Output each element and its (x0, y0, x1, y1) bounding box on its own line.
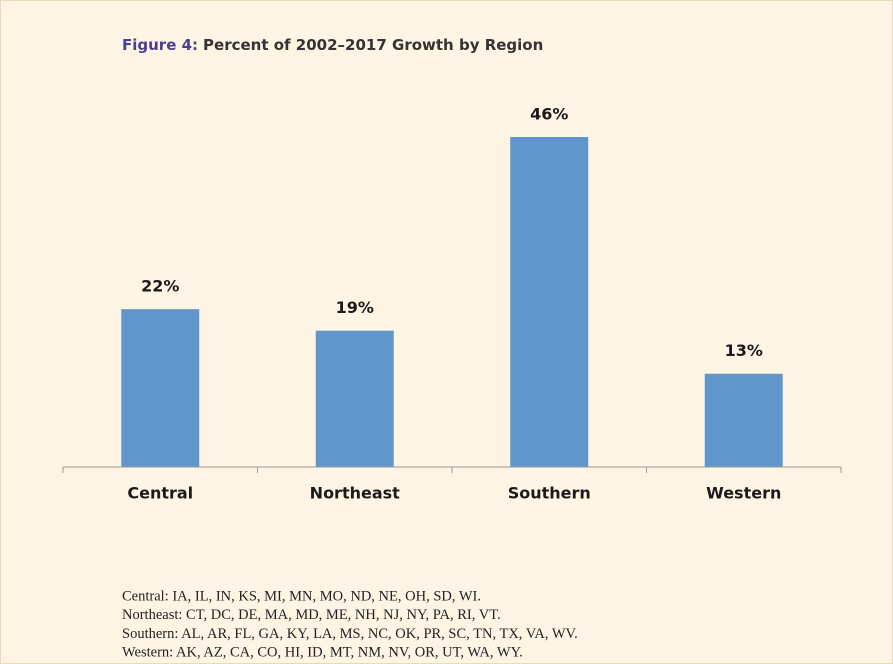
note: Western: AK, AZ, CA, CO, HI, ID, MT, NM,… (122, 645, 523, 661)
bar (315, 330, 394, 467)
note: Northeast: CT, DC, DE, MA, MD, ME, NH, N… (122, 607, 501, 623)
value-label: 13% (725, 341, 763, 360)
title-text: Percent of 2002–2017 Growth by Region (203, 36, 543, 54)
x-tick-label: Western (706, 484, 781, 503)
value-label: 19% (336, 298, 374, 317)
x-tick-label: Southern (508, 484, 591, 503)
bar (510, 137, 589, 467)
figure-label: Figure 4: (122, 36, 198, 54)
x-tick-label: Central (127, 484, 193, 503)
value-label: 22% (141, 277, 179, 296)
note: Southern: AL, AR, FL, GA, KY, LA, MS, NC… (122, 626, 578, 642)
x-tick-label: Northeast (310, 484, 400, 503)
note: Central: IA, IL, IN, KS, MI, MN, MO, ND,… (122, 588, 481, 604)
value-label: 46% (530, 105, 568, 124)
bar (704, 373, 783, 467)
bar (121, 309, 200, 467)
chart-title: Figure 4: Percent of 2002–2017 Growth by … (122, 36, 543, 54)
